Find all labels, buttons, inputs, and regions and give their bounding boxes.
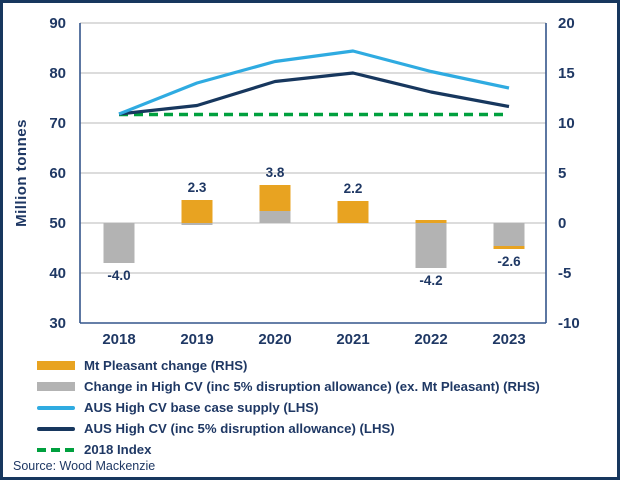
left-axis-tick: 70 xyxy=(49,115,66,132)
navy-line-swatch-icon xyxy=(37,426,75,431)
x-axis-label-2022: 2022 xyxy=(414,331,447,348)
x-axis-label-2023: 2023 xyxy=(492,331,525,348)
gray-bar-swatch-icon xyxy=(37,382,75,391)
left-axis-tick: 60 xyxy=(49,165,66,182)
right-axis-tick: 20 xyxy=(558,15,575,32)
right-axis-tick: -5 xyxy=(558,265,571,282)
x-axis-label-2021: 2021 xyxy=(336,331,369,348)
bar-2019-change-in-high-cv xyxy=(181,223,213,225)
bar-value-label-2019: 2.3 xyxy=(188,180,207,195)
left-axis-tick: 80 xyxy=(49,65,66,82)
bar-2022-change-in-high-cv xyxy=(415,223,447,268)
right-axis-tick: -10 xyxy=(558,315,580,332)
bar-value-label-2022: -4.2 xyxy=(419,273,442,288)
legend-item-aus-high-cv-disruption: AUS High CV (inc 5% disruption allowance… xyxy=(37,418,617,439)
bar-2021-mt-pleasant-change xyxy=(337,201,369,223)
legend: Mt Pleasant change (RHS) Change in High … xyxy=(37,355,617,460)
bar-2022-mt-pleasant-change xyxy=(415,220,447,223)
legend-label: 2018 Index xyxy=(84,442,152,457)
x-axis-label-2018: 2018 xyxy=(102,331,135,348)
legend-item-mt-pleasant-change: Mt Pleasant change (RHS) xyxy=(37,355,617,376)
combo-chart: Million tonnes -4.0 2.3 3.8 2.2 -4.2 -2.6 90 80… xyxy=(13,15,580,348)
x-axis-label-2020: 2020 xyxy=(258,331,291,348)
legend-label: AUS High CV (inc 5% disruption allowance… xyxy=(84,421,395,436)
source-note: Source: Wood Mackenzie xyxy=(13,459,156,473)
legend-label: Change in High CV (inc 5% disruption all… xyxy=(84,379,540,394)
bar-value-label-2021: 2.2 xyxy=(344,181,363,196)
legend-label: Mt Pleasant change (RHS) xyxy=(84,358,248,373)
legend-item-change-in-high-cv: Change in High CV (inc 5% disruption all… xyxy=(37,376,617,397)
bar-2023-change-in-high-cv xyxy=(493,223,525,246)
right-axis-tick: 5 xyxy=(558,165,566,182)
left-axis-tick: 40 xyxy=(49,265,66,282)
left-axis-tick: 30 xyxy=(49,315,66,332)
bar-2019-mt-pleasant-change xyxy=(181,200,213,223)
bar-value-label-2018: -4.0 xyxy=(107,268,130,283)
line-aus-high-cv-base xyxy=(118,49,510,116)
x-axis-label-2019: 2019 xyxy=(180,331,213,348)
line-aus-high-cv-disruption xyxy=(118,71,510,116)
left-axis-tick: 90 xyxy=(49,15,66,32)
bar-2023-mt-pleasant-change xyxy=(493,246,525,249)
right-axis-tick: 10 xyxy=(558,115,575,132)
lightblue-line-swatch-icon xyxy=(37,405,75,410)
bar-2020-mt-pleasant-change xyxy=(259,185,291,211)
legend-item-2018-index: 2018 Index xyxy=(37,439,617,460)
y-axis-title: Million tonnes xyxy=(13,119,30,227)
bar-value-label-2023: -2.6 xyxy=(497,254,521,269)
legend-item-aus-high-cv-base: AUS High CV base case supply (LHS) xyxy=(37,397,617,418)
right-axis-tick: 0 xyxy=(558,215,566,232)
bar-2020-change-in-high-cv xyxy=(259,211,291,223)
orange-bar-swatch-icon xyxy=(37,361,75,370)
right-axis-tick: 15 xyxy=(558,65,575,82)
bar-value-label-2020: 3.8 xyxy=(266,165,285,180)
bar-2018-change-in-high-cv xyxy=(103,223,135,263)
legend-label: AUS High CV base case supply (LHS) xyxy=(84,400,319,415)
green-dashed-line-swatch-icon xyxy=(37,447,75,452)
left-axis-tick: 50 xyxy=(49,215,66,232)
